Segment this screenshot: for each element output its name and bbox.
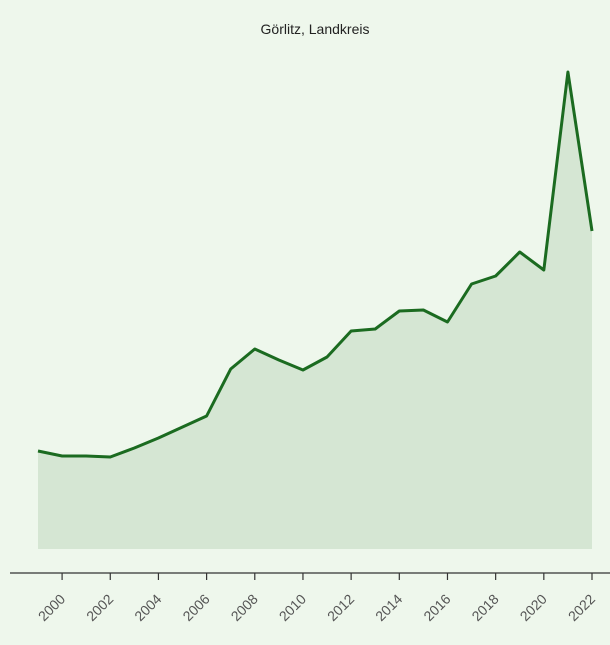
area xyxy=(38,72,592,549)
line xyxy=(37,70,594,459)
chart-title: Görlitz, Landkreis xyxy=(261,21,370,37)
